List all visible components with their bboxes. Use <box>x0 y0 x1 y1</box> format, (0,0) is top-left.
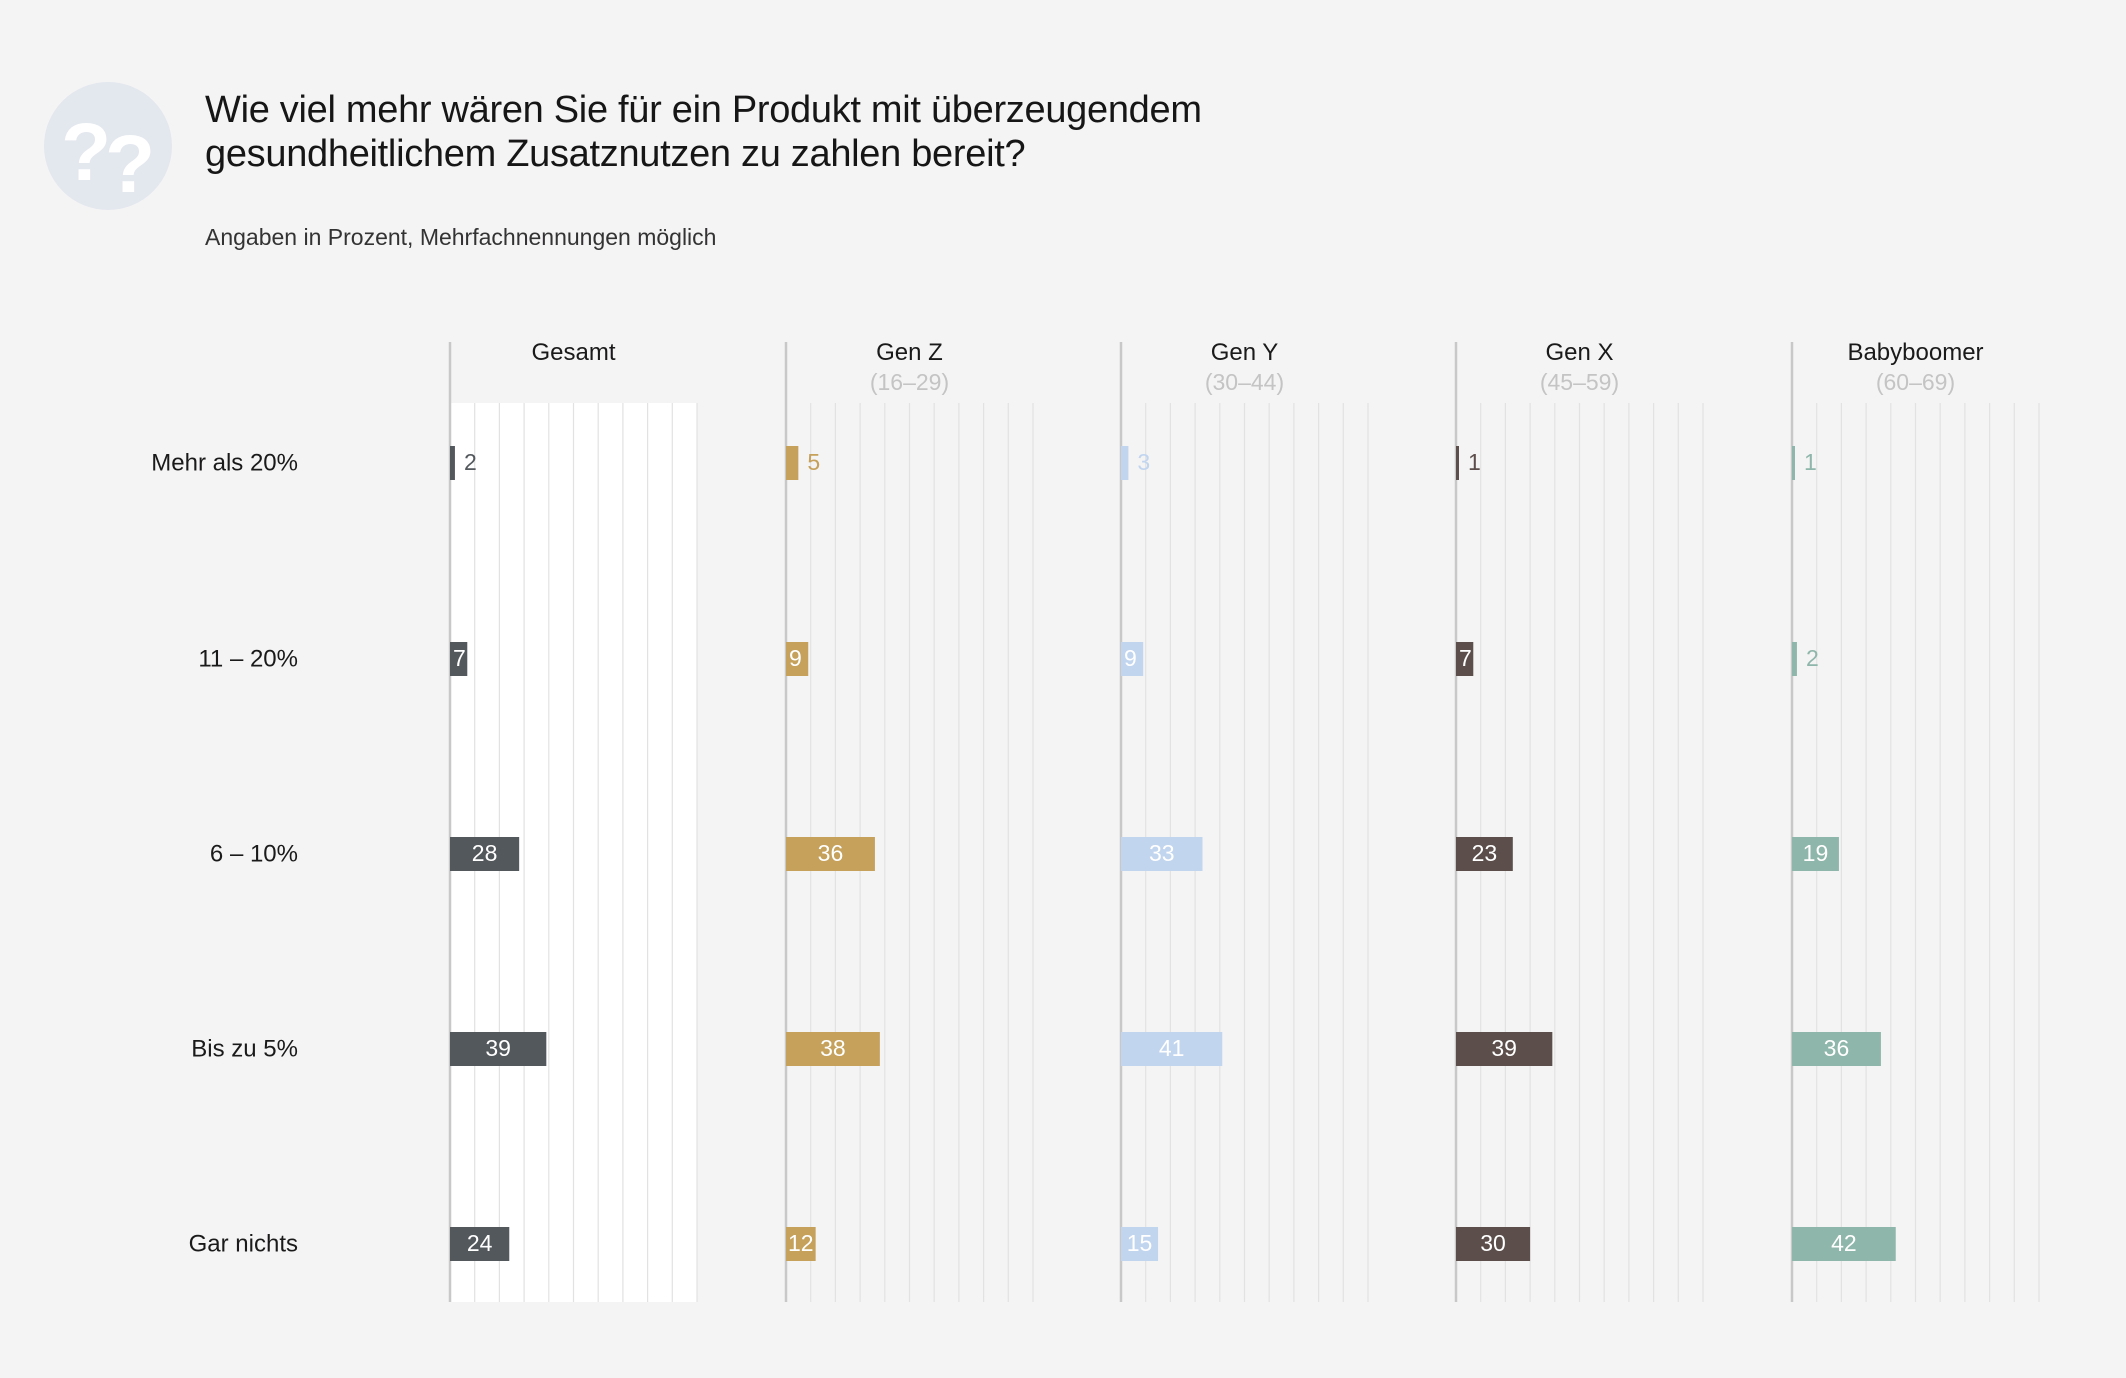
bar <box>1792 837 1839 871</box>
svg-text:?: ? <box>105 119 155 210</box>
series-label: Gen Y <box>1211 339 1279 366</box>
series-label: Babyboomer <box>1847 339 1983 366</box>
bar <box>1456 446 1459 480</box>
bar <box>786 1227 816 1261</box>
series-age-range: (45–59) <box>1540 369 1619 395</box>
data-label: 1 <box>1468 449 1481 475</box>
bar <box>1121 837 1203 871</box>
data-label: 5 <box>807 449 820 475</box>
data-label: 2 <box>1806 645 1819 671</box>
data-label: 39 <box>1491 1035 1517 1061</box>
category-label: Gar nichts <box>189 1230 298 1257</box>
bar <box>1792 1227 1896 1261</box>
bar <box>1121 1227 1159 1261</box>
data-label: 38 <box>820 1035 846 1061</box>
data-label: 42 <box>1831 1230 1857 1256</box>
bar <box>450 1227 510 1261</box>
data-label: 41 <box>1159 1035 1185 1061</box>
data-label: 3 <box>1137 449 1150 475</box>
series-age-range: (16–29) <box>870 369 949 395</box>
bar <box>450 837 520 871</box>
data-label: 33 <box>1149 840 1175 866</box>
bar <box>786 446 799 480</box>
question-marks-icon: ? ? <box>44 82 172 210</box>
bar <box>786 642 809 676</box>
chart-subtitle: Angaben in Prozent, Mehrfachnennungen mö… <box>205 224 717 250</box>
bar <box>1792 446 1795 480</box>
data-label: 7 <box>1459 645 1472 671</box>
data-label: 39 <box>485 1035 511 1061</box>
data-label: 36 <box>1824 1035 1850 1061</box>
bar <box>1792 642 1797 676</box>
series-age-range: (60–69) <box>1876 369 1955 395</box>
category-label: 11 – 20% <box>198 645 298 672</box>
data-label: 30 <box>1480 1230 1506 1256</box>
svg-text:?: ? <box>61 107 111 198</box>
chart-title: Wie viel mehr wären Sie für ein Produkt … <box>205 88 1305 176</box>
bar <box>1456 837 1513 871</box>
data-label: 9 <box>789 645 802 671</box>
data-label: 23 <box>1472 840 1498 866</box>
category-label: 6 – 10% <box>210 840 298 867</box>
series-label: Gen Z <box>876 339 943 366</box>
data-label: 2 <box>464 449 477 475</box>
bar <box>1456 1227 1531 1261</box>
data-label: 24 <box>467 1230 493 1256</box>
chart-title-line-2: gesundheitlichem Zusatznutzen zu zahlen … <box>205 133 1026 175</box>
bar <box>1456 1032 1553 1066</box>
bar <box>1121 642 1144 676</box>
bar <box>786 837 875 871</box>
data-label: 19 <box>1803 840 1829 866</box>
data-label: 12 <box>788 1230 814 1256</box>
data-label: 15 <box>1127 1230 1153 1256</box>
category-label: Mehr als 20% <box>151 449 298 476</box>
bar <box>1121 1032 1223 1066</box>
series-label: Gesamt <box>531 339 615 366</box>
bar <box>786 1032 880 1066</box>
bar <box>1792 1032 1881 1066</box>
data-label: 9 <box>1124 645 1137 671</box>
series-label: Gen X <box>1545 339 1613 366</box>
data-label: 1 <box>1804 449 1817 475</box>
series-age-range: (30–44) <box>1205 369 1284 395</box>
category-label: Bis zu 5% <box>191 1035 298 1062</box>
bar <box>450 642 468 676</box>
data-label: 36 <box>818 840 844 866</box>
data-label: 28 <box>472 840 498 866</box>
bar <box>450 446 455 480</box>
data-label: 7 <box>453 645 466 671</box>
bar <box>1456 642 1474 676</box>
bar <box>1121 446 1129 480</box>
bar <box>450 1032 547 1066</box>
chart-title-line-1: Wie viel mehr wären Sie für ein Produkt … <box>205 89 1202 131</box>
